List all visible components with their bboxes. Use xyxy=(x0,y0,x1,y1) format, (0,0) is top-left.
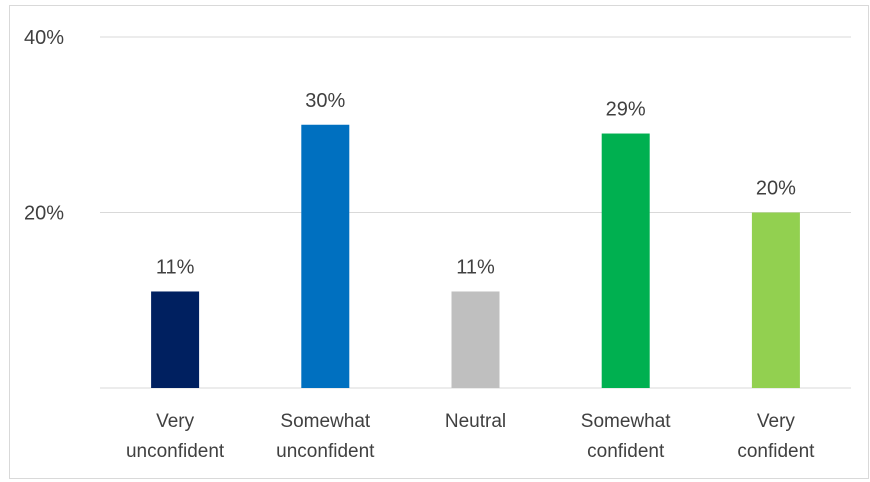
category-label: Somewhat xyxy=(280,411,370,432)
data-label: 29% xyxy=(606,99,646,121)
y-tick-label: 40% xyxy=(24,27,64,49)
bar xyxy=(751,212,800,388)
category-label: confident xyxy=(737,441,815,462)
bar xyxy=(601,133,650,388)
data-labels: 11% 30% 11% 29% 20% xyxy=(156,90,796,279)
y-tick-label: 20% xyxy=(24,203,64,225)
data-label: 11% xyxy=(156,256,195,278)
category-label: confident xyxy=(587,441,665,462)
category-label: Somewhat xyxy=(581,411,671,432)
category-labels: Very unconfident Somewhat unconfident Neutra… xyxy=(126,411,815,462)
category-label: unconfident xyxy=(126,441,225,462)
y-axis-tick-labels: 20% 40% xyxy=(24,27,64,225)
chart-frame xyxy=(9,5,869,479)
data-label: 11% xyxy=(456,256,495,278)
gridlines xyxy=(100,36,851,213)
category-label: unconfident xyxy=(276,441,375,462)
data-label: 30% xyxy=(305,90,345,112)
bars xyxy=(151,124,800,388)
bar xyxy=(451,291,500,388)
bar xyxy=(301,124,350,388)
category-label: Very xyxy=(156,411,195,432)
bar xyxy=(151,291,200,388)
category-label: Neutral xyxy=(445,411,506,432)
category-label: Very xyxy=(757,411,796,432)
data-label: 20% xyxy=(756,178,796,200)
